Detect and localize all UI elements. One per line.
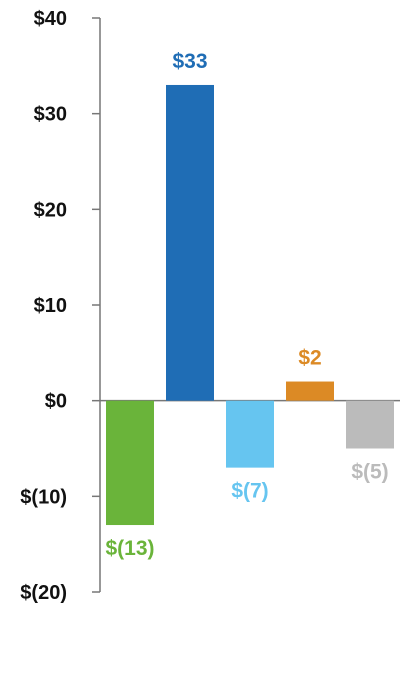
bar	[286, 381, 334, 401]
y-tick-label: $10	[34, 295, 67, 317]
bars	[106, 84, 394, 526]
y-tick-label: $(20)	[20, 582, 67, 604]
data-label: $(13)	[105, 537, 154, 560]
bar	[166, 84, 214, 401]
bar	[106, 400, 154, 526]
data-label: $(5)	[351, 461, 388, 484]
y-tick-label: $40	[34, 8, 67, 30]
data-labels: $(13) $33 $(7) $2 $(5)	[105, 50, 388, 560]
y-tick-label: $0	[45, 391, 67, 413]
y-tick-label: $20	[34, 199, 67, 221]
y-tick-label: $30	[34, 104, 67, 126]
y-tick-label: $(10)	[20, 486, 67, 508]
data-label: $(7)	[231, 480, 268, 503]
bar	[226, 400, 274, 468]
y-axis: $40 $30 $20 $10 $0 $(10) $(20)	[20, 8, 400, 604]
bar	[346, 400, 394, 449]
data-label: $33	[172, 50, 207, 73]
data-label: $2	[298, 347, 321, 370]
